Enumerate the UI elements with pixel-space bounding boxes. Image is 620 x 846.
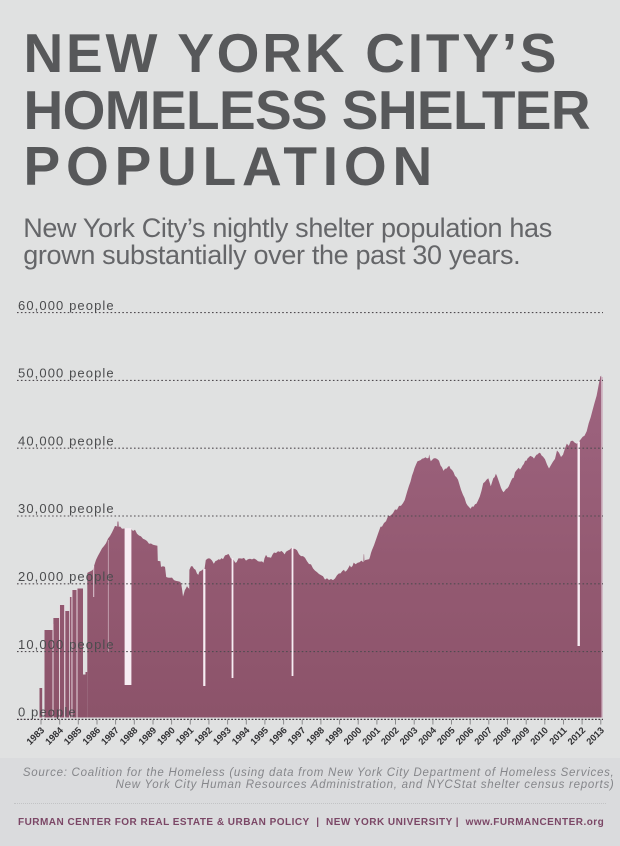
svg-text:1984: 1984	[43, 725, 65, 747]
svg-text:2003: 2003	[398, 725, 420, 747]
svg-text:1992: 1992	[193, 725, 215, 747]
svg-text:2008: 2008	[491, 725, 513, 747]
svg-text:2009: 2009	[510, 725, 532, 747]
svg-text:2000: 2000	[342, 725, 364, 747]
svg-text:2005: 2005	[435, 725, 457, 747]
svg-text:10,000 people: 10,000 people	[18, 637, 115, 652]
svg-text:1995: 1995	[249, 725, 271, 747]
svg-text:30,000 people: 30,000 people	[18, 501, 115, 516]
svg-text:20,000 people: 20,000 people	[18, 569, 115, 584]
svg-text:2006: 2006	[454, 725, 476, 747]
svg-text:2007: 2007	[472, 725, 494, 747]
svg-text:1989: 1989	[137, 725, 159, 747]
svg-text:1993: 1993	[211, 725, 233, 747]
svg-text:0 people: 0 people	[18, 705, 77, 720]
svg-text:2012: 2012	[566, 725, 588, 747]
svg-text:2001: 2001	[361, 725, 383, 747]
svg-text:1994: 1994	[230, 725, 252, 747]
svg-text:60,000 people: 60,000 people	[18, 298, 115, 313]
svg-text:1997: 1997	[286, 725, 308, 747]
svg-text:1996: 1996	[267, 725, 289, 747]
svg-text:1998: 1998	[305, 725, 327, 747]
svg-text:40,000 people: 40,000 people	[18, 433, 115, 448]
svg-text:2002: 2002	[379, 725, 401, 747]
svg-text:2004: 2004	[417, 725, 439, 747]
svg-text:2013: 2013	[584, 725, 606, 747]
svg-text:1999: 1999	[323, 725, 345, 747]
svg-text:1985: 1985	[62, 725, 84, 747]
svg-text:1987: 1987	[99, 725, 121, 747]
svg-text:1988: 1988	[118, 725, 140, 747]
svg-text:50,000 people: 50,000 people	[18, 366, 115, 381]
svg-text:1991: 1991	[174, 725, 196, 747]
svg-text:1990: 1990	[155, 725, 177, 747]
svg-text:2010: 2010	[528, 725, 550, 747]
svg-text:1986: 1986	[81, 725, 103, 747]
svg-text:1983: 1983	[25, 725, 47, 747]
svg-text:2011: 2011	[547, 725, 568, 746]
